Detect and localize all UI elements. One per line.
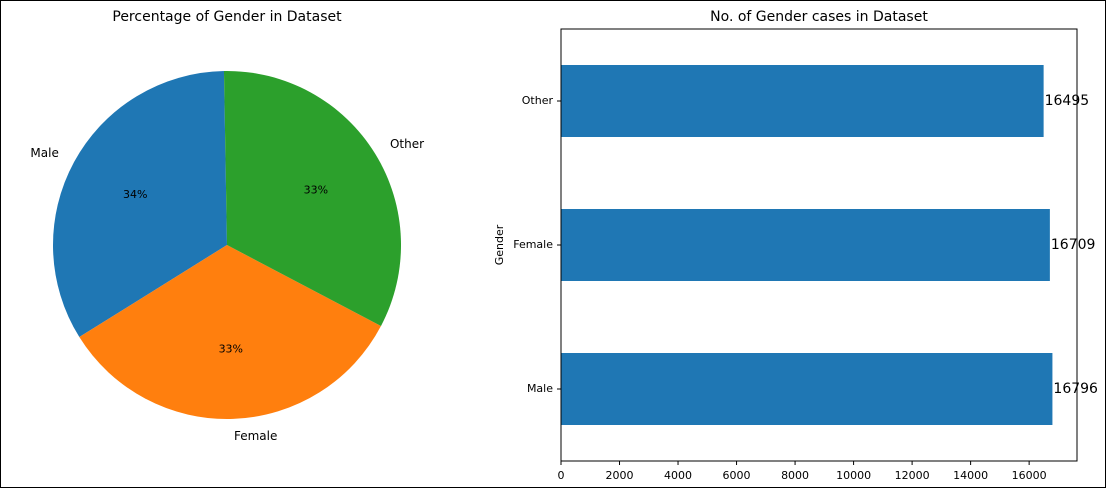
x-tick-label-8000: 8000 (781, 469, 809, 482)
bar-chart-ticks: Male Female Other 0 2000 4000 6000 8000 10000 120… (513, 94, 1046, 482)
pie-percent-female: 33% (219, 342, 243, 355)
x-tick-label-0: 0 (558, 469, 565, 482)
pie-label-male: Male (30, 146, 58, 160)
pie-percent-male: 34% (123, 188, 147, 201)
pie-slice-male (53, 71, 227, 338)
x-tick-label-10000: 10000 (836, 469, 871, 482)
y-tick-label-male: Male (527, 382, 553, 395)
pie-percent-other: 33% (304, 183, 328, 196)
bar-female (561, 209, 1050, 281)
bar-chart-bars (561, 65, 1053, 425)
x-tick-label-6000: 6000 (723, 469, 751, 482)
pie-label-other: Other (390, 137, 424, 151)
x-tick-label-2000: 2000 (606, 469, 634, 482)
bar-chart-title: No. of Gender cases in Dataset (710, 9, 928, 25)
pie-label-female: Female (234, 429, 277, 443)
bar-chart-ylabel: Gender (493, 224, 506, 265)
bar-chart: No. of Gender cases in Dataset Gender Ma… (493, 9, 1098, 482)
pie-chart-title: Percentage of Gender in Dataset (112, 9, 342, 25)
pie-chart: Percentage of Gender in Dataset Male 34% F… (30, 9, 424, 443)
x-tick-label-16000: 16000 (1012, 469, 1047, 482)
bar-other (561, 65, 1044, 137)
bar-value-label-male: 16796 (1053, 381, 1098, 397)
bar-value-label-other: 16495 (1045, 93, 1090, 109)
pie-labels: Male 34% Female 33% Other 33% (30, 137, 424, 443)
x-tick-label-12000: 12000 (895, 469, 930, 482)
bar-value-label-female: 16709 (1051, 237, 1096, 253)
x-tick-label-4000: 4000 (664, 469, 692, 482)
pie-slice-other (223, 71, 402, 327)
pie-slices (53, 71, 402, 419)
y-tick-label-female: Female (513, 238, 553, 251)
x-tick-label-14000: 14000 (953, 469, 988, 482)
bar-chart-value-labels: 16796 16709 16495 (1045, 93, 1098, 397)
pie-slice-female (79, 245, 381, 419)
y-tick-label-other: Other (522, 94, 554, 107)
bar-male (561, 353, 1053, 425)
